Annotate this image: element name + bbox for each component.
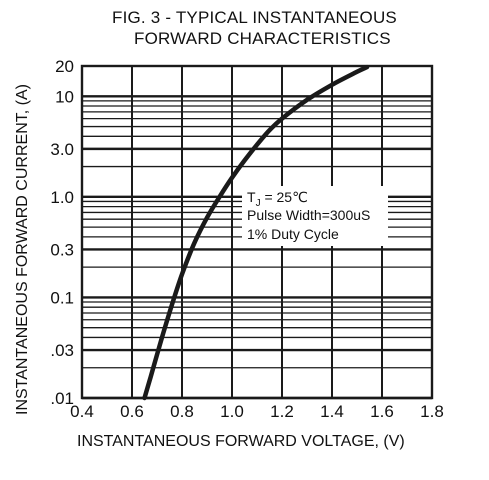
x-tick-label: 0.6: [120, 402, 144, 421]
x-tick-label: 1.0: [220, 402, 244, 421]
grid: [80, 64, 434, 400]
x-tick-label: 1.8: [420, 402, 444, 421]
y-tick-label: .03: [50, 341, 74, 360]
annotation-pulse-width: Pulse Width=300uS: [247, 207, 370, 223]
y-tick-label: 3.0: [50, 140, 74, 159]
annotation-tj-prefix: T: [247, 189, 256, 205]
plot-area: [142, 64, 370, 401]
y-axis-label: INSTANTANEOUS FORWARD CURRENT, (A): [14, 84, 31, 415]
plot-frame: [80, 64, 434, 400]
x-tick-label: 1.4: [320, 402, 344, 421]
annotation-tj-subscript: J: [256, 198, 261, 209]
chart-title-line-1: FIG. 3 - TYPICAL INSTANTANEOUS: [112, 8, 397, 27]
y-tick-label: 20: [55, 57, 74, 76]
axis-ticks: 0.4 0.6 0.8 1.0 1.2 1.4 1.6 1.8 .01 .03 0.1 0.3 1.0 3…: [50, 57, 443, 421]
series-line-0: [142, 64, 370, 401]
y-tick-label: 0.1: [50, 288, 74, 307]
y-tick-label: 10: [55, 87, 74, 106]
annotation-box: [242, 186, 388, 246]
annotation-duty-cycle: 1% Duty Cycle: [247, 226, 339, 242]
annotation-tj-value: = 25℃: [261, 189, 308, 205]
x-tick-label: 0.8: [170, 402, 194, 421]
y-tick-label: 1.0: [50, 188, 74, 207]
x-axis-label: INSTANTANEOUS FORWARD VOLTAGE, (V): [77, 433, 405, 450]
annotation: TJ = 25℃ Pulse Width=300uS 1% Duty Cycle: [242, 186, 388, 246]
x-tick-label: 1.6: [370, 402, 394, 421]
annotation-tj: TJ = 25℃: [247, 189, 308, 209]
x-tick-label: 0.4: [70, 402, 94, 421]
y-tick-label: 0.3: [50, 240, 74, 259]
chart-title-line-2: FORWARD CHARACTERISTICS: [134, 29, 391, 48]
y-tick-label: .01: [50, 389, 74, 408]
x-tick-label: 1.2: [270, 402, 294, 421]
